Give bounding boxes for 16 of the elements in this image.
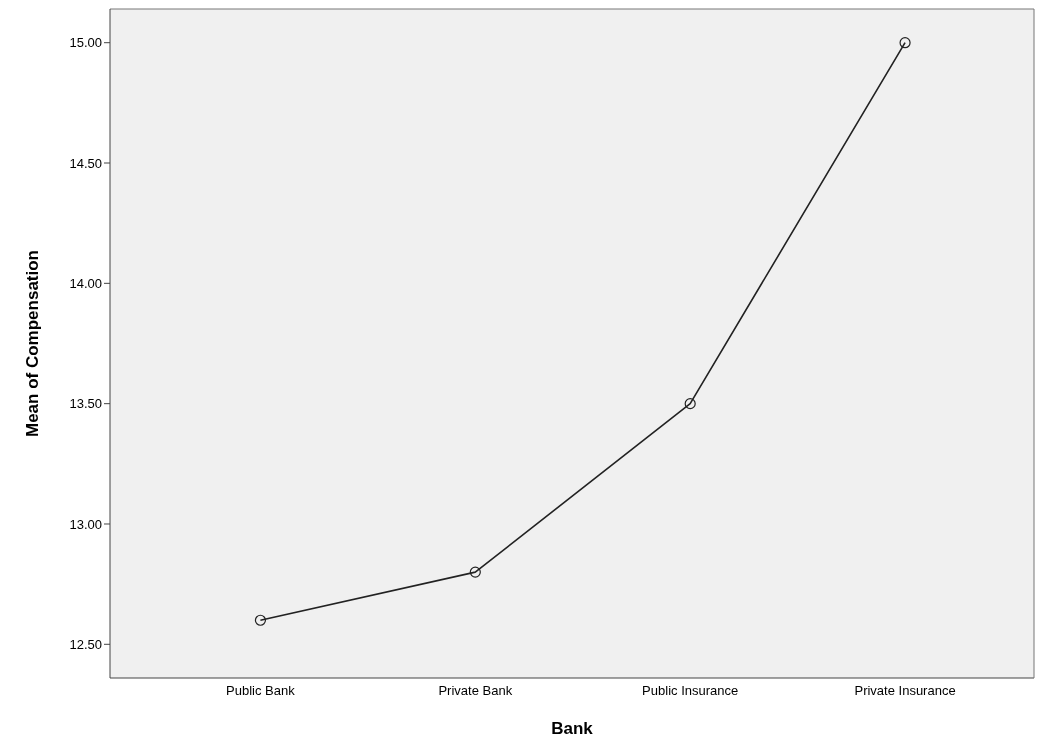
x-tick-label: Private Bank: [438, 683, 513, 699]
x-tick-label: Public Insurance: [642, 683, 739, 699]
x-axis-title: Bank: [551, 719, 594, 738]
y-tick-label: 14.50: [69, 155, 102, 171]
y-tick-label: 13.00: [69, 516, 102, 532]
point: [684, 398, 696, 410]
x-tick-label: Private Insurance: [854, 683, 956, 699]
x-tick-label: Public Bank: [226, 683, 296, 699]
point: [899, 37, 911, 49]
point: [254, 614, 267, 626]
y-tick-label: 14.00: [69, 275, 102, 291]
y-tick-label: 12.50: [69, 636, 102, 652]
y-axis-title: Mean of Compensation: [23, 249, 43, 438]
y-tick-label: 13.50: [69, 396, 102, 412]
point: [469, 566, 481, 578]
y-tick-label: 15.00: [69, 35, 102, 51]
